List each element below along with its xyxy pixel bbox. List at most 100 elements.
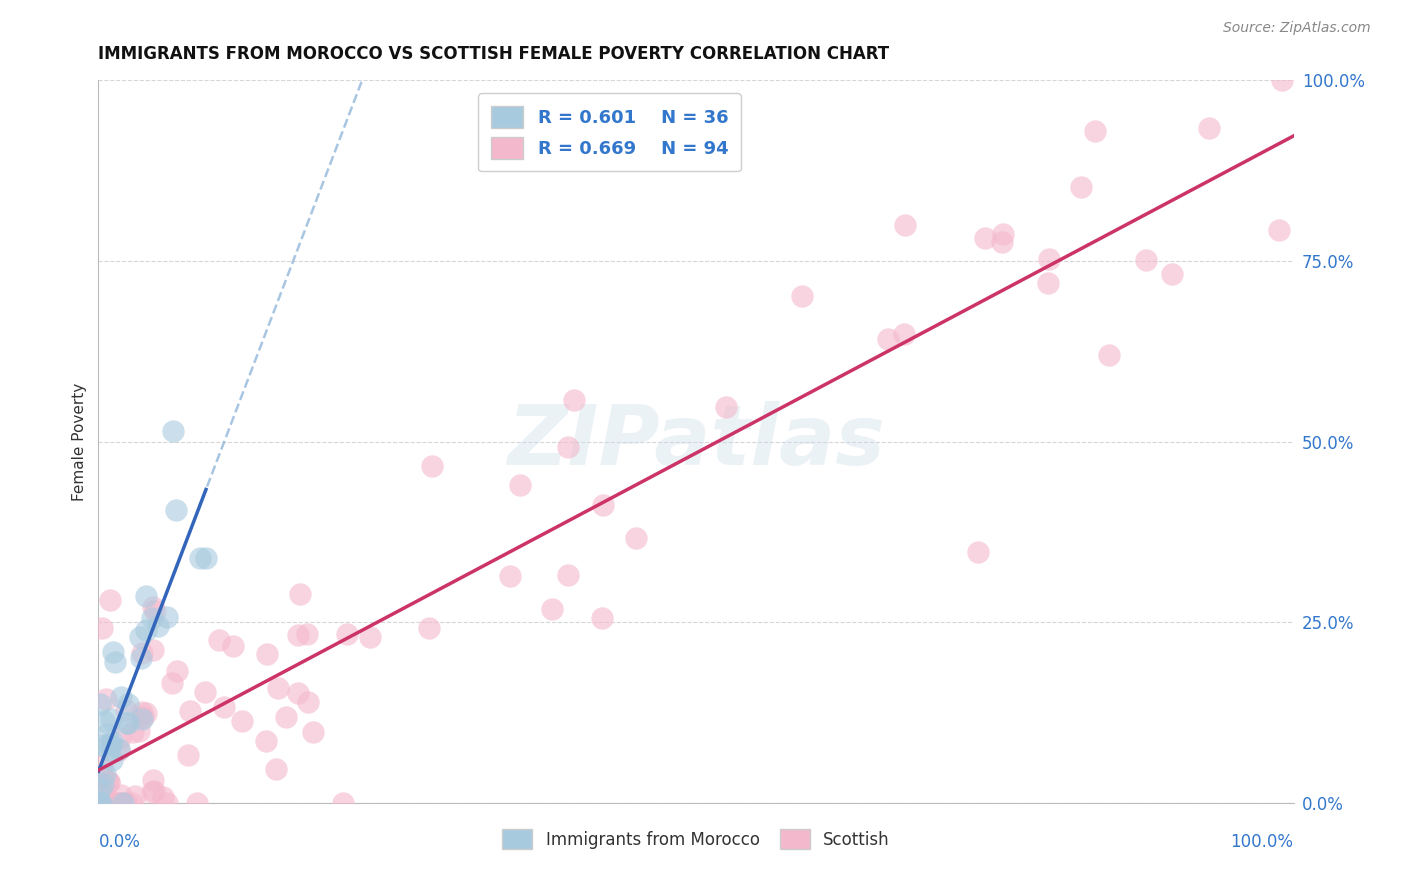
Point	[264, 762, 287, 776]
Point	[541, 602, 564, 616]
Point	[110, 789, 132, 803]
Point	[162, 424, 184, 438]
Point	[115, 702, 138, 716]
Point	[96, 774, 118, 789]
Point	[124, 789, 146, 803]
Point	[143, 604, 166, 618]
Point	[142, 600, 165, 615]
Point	[107, 742, 129, 756]
Point	[188, 550, 211, 565]
Point	[131, 706, 153, 720]
Point	[89, 781, 111, 796]
Point	[212, 699, 235, 714]
Point	[93, 796, 115, 810]
Point	[98, 738, 121, 752]
Point	[104, 655, 127, 669]
Point	[91, 621, 114, 635]
Point	[877, 332, 900, 346]
Point	[499, 569, 522, 583]
Point	[420, 459, 443, 474]
Point	[100, 796, 122, 810]
Point	[1098, 348, 1121, 362]
Point	[894, 218, 917, 232]
Point	[141, 785, 163, 799]
Point	[100, 738, 122, 752]
Point	[1268, 223, 1291, 237]
Point	[90, 796, 112, 810]
Point	[557, 440, 579, 454]
Text: ZIPatlas: ZIPatlas	[508, 401, 884, 482]
Point	[135, 623, 157, 637]
Point	[98, 593, 121, 607]
Point	[991, 227, 1014, 241]
Text: Source: ZipAtlas.com: Source: ZipAtlas.com	[1223, 21, 1371, 35]
Point	[105, 796, 128, 810]
Point	[89, 769, 111, 783]
Point	[186, 796, 208, 810]
Point	[148, 619, 170, 633]
Point	[592, 498, 614, 512]
Point	[141, 611, 163, 625]
Point	[91, 777, 114, 791]
Point	[790, 289, 813, 303]
Point	[108, 796, 131, 810]
Point	[101, 645, 124, 659]
Point	[132, 710, 155, 724]
Point	[359, 630, 381, 644]
Point	[91, 738, 114, 752]
Point	[91, 759, 114, 773]
Point	[591, 611, 613, 625]
Point	[267, 681, 290, 696]
Point	[114, 796, 136, 810]
Point	[100, 796, 122, 810]
Point	[156, 796, 179, 810]
Point	[195, 551, 218, 566]
Point	[97, 775, 120, 789]
Point	[110, 690, 132, 704]
Point	[128, 724, 150, 739]
Point	[287, 686, 309, 700]
Point	[89, 697, 111, 711]
Point	[101, 734, 124, 748]
Point	[152, 789, 174, 804]
Point	[97, 775, 120, 789]
Point	[114, 715, 136, 730]
Point	[297, 695, 319, 709]
Point	[1198, 121, 1220, 136]
Point	[288, 587, 311, 601]
Point	[131, 651, 153, 665]
Point	[156, 609, 179, 624]
Point	[93, 714, 115, 728]
Point	[179, 704, 201, 718]
Point	[557, 567, 579, 582]
Point	[100, 753, 122, 767]
Point	[222, 639, 245, 653]
Point	[93, 767, 115, 781]
Point	[562, 392, 585, 407]
Point	[194, 685, 217, 699]
Y-axis label: Female Poverty: Female Poverty	[72, 383, 87, 500]
Point	[112, 796, 135, 810]
Point	[135, 589, 157, 603]
Point	[893, 327, 915, 342]
Point	[991, 235, 1014, 249]
Point	[974, 231, 997, 245]
Point	[276, 710, 298, 724]
Point	[143, 784, 166, 798]
Point	[624, 532, 647, 546]
Point	[714, 401, 737, 415]
Point	[100, 712, 122, 726]
Point	[108, 796, 131, 810]
Text: 100.0%: 100.0%	[1230, 833, 1294, 851]
Point	[295, 627, 318, 641]
Point	[1271, 73, 1294, 87]
Point	[1038, 252, 1060, 266]
Point	[166, 664, 188, 678]
Point	[1135, 252, 1157, 267]
Point	[100, 796, 122, 810]
Point	[287, 628, 309, 642]
Point	[176, 748, 198, 763]
Point	[101, 796, 124, 810]
Point	[100, 796, 122, 810]
Point	[207, 632, 229, 647]
